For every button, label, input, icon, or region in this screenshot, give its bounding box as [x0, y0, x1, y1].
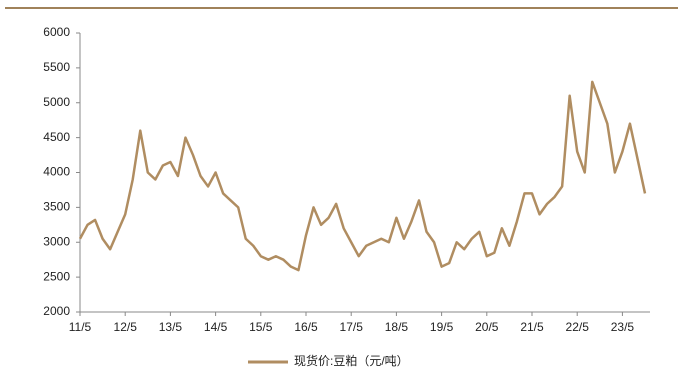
x-tick-label: 21/5	[520, 320, 544, 334]
legend-label: 现货价:豆粕（元/吨）	[294, 353, 409, 368]
x-tick-label: 16/5	[294, 320, 318, 334]
x-tick-label: 18/5	[385, 320, 409, 334]
data-line	[78, 80, 647, 272]
x-tick-label: 14/5	[204, 320, 228, 334]
y-tick-label: 5500	[43, 60, 70, 74]
x-tick-label: 13/5	[159, 320, 183, 334]
y-tick-label: 4000	[43, 165, 70, 179]
y-tick-label: 3000	[43, 234, 70, 248]
x-tick-label: 11/5	[69, 320, 92, 334]
x-tick-label: 12/5	[114, 320, 138, 334]
y-tick-label: 6000	[43, 25, 70, 39]
y-tick-label: 4500	[43, 130, 70, 144]
y-tick-label: 5000	[43, 95, 70, 109]
x-tick-label: 15/5	[249, 320, 273, 334]
y-tick-label: 3500	[43, 200, 70, 214]
x-tick-label: 17/5	[340, 320, 364, 334]
x-tick-label: 23/5	[611, 320, 635, 334]
x-tick-label: 20/5	[475, 320, 499, 334]
y-tick-label: 2500	[43, 269, 70, 283]
x-tick-label: 22/5	[566, 320, 590, 334]
y-tick-label: 2000	[43, 304, 70, 318]
x-tick-label: 19/5	[430, 320, 454, 334]
